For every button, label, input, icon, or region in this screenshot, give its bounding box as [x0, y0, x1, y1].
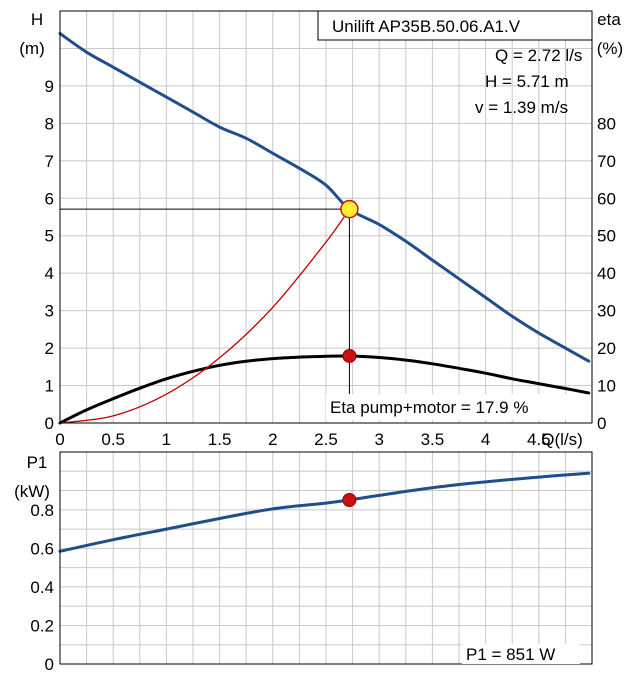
- bottom-grid: [60, 452, 592, 664]
- y2-tick-label: 60: [597, 189, 616, 208]
- x-tick-label: 0.5: [101, 430, 125, 449]
- power-curve: [58, 471, 591, 553]
- bottom-curves: [58, 471, 591, 553]
- duty-point-marker: [340, 199, 359, 219]
- y2-tick-label: 40: [597, 264, 616, 283]
- x-tick-label: 4.5: [527, 430, 551, 449]
- p1-tick-label: 0.6: [30, 539, 54, 558]
- h-readout: H = 5.71 m: [485, 72, 569, 91]
- p1-tick-label: 0.8: [30, 501, 54, 520]
- y2-tick-label: 70: [597, 152, 616, 171]
- x-tick-label: 1: [162, 430, 171, 449]
- y-tick-label: 3: [45, 302, 54, 321]
- x-tick-label: 0: [55, 430, 64, 449]
- chart-title: Unilift AP35B.50.06.A1.V: [332, 17, 521, 36]
- p1-tick-label: 0.2: [30, 616, 54, 635]
- y-tick-label: 5: [45, 227, 54, 246]
- x-tick-label: 4: [481, 430, 490, 449]
- y2-tick-label: 20: [597, 339, 616, 358]
- p1-readout-bg: [462, 644, 580, 664]
- x-tick-label: 1.5: [208, 430, 232, 449]
- p1-axis-label: P1: [27, 453, 48, 472]
- y2-tick-label: 0: [597, 414, 606, 433]
- p1-tick-label: 0.4: [30, 578, 54, 597]
- p1-readout: P1 = 851 W: [466, 645, 555, 664]
- x-tick-label: 3.5: [421, 430, 445, 449]
- y2-axis-unit: (%): [597, 39, 623, 58]
- p1-tick-label: 0: [45, 655, 54, 673]
- bottom-tick-labels: 0 0.2 0.4 0.6 0.8: [30, 501, 54, 673]
- x-tick-label: 3: [374, 430, 383, 449]
- y2-tick-label: 30: [597, 302, 616, 321]
- y-tick-label: 6: [45, 189, 54, 208]
- y-axis-label: H: [31, 10, 43, 29]
- top-tick-labels: 0 0.5 1 1.5 2 2.5 3 3.5 4 4.5 0 1 2 3 4 5 6 7 8 9 0 10 20 30 40 5…: [45, 77, 616, 449]
- x-tick-label: 2: [268, 430, 277, 449]
- system-curve: [59, 208, 351, 424]
- x-axis-label: Q(l/s): [541, 430, 583, 449]
- bottom-plot-frame: [59, 451, 593, 665]
- y-tick-label: 2: [45, 339, 54, 358]
- y-tick-label: 8: [45, 114, 54, 133]
- power-duty-point: [342, 492, 357, 507]
- top-curves: [58, 32, 591, 425]
- head-curve: [58, 32, 591, 363]
- y-tick-label: 1: [45, 377, 54, 396]
- efficiency-duty-point: [342, 348, 357, 363]
- y2-axis-label: eta: [597, 10, 621, 29]
- y2-tick-label: 80: [597, 114, 616, 133]
- x-tick-label: 2.5: [314, 430, 338, 449]
- eta-readout-bg: [326, 394, 578, 420]
- y2-tick-label: 10: [597, 377, 616, 396]
- y-tick-label: 7: [45, 152, 54, 171]
- y-tick-label: 9: [45, 77, 54, 96]
- efficiency-curve: [58, 354, 591, 425]
- y2-tick-label: 50: [597, 227, 616, 246]
- y-tick-label: 4: [45, 264, 54, 283]
- v-readout: v = 1.39 m/s: [475, 98, 568, 117]
- eta-readout: Eta pump+motor = 17.9 %: [330, 398, 528, 417]
- y-tick-label: 0: [45, 414, 54, 433]
- q-readout: Q = 2.72 l/s: [495, 46, 582, 65]
- title-box: [317, 10, 593, 41]
- y-axis-unit: (m): [19, 39, 44, 58]
- p1-axis-unit: (kW): [14, 482, 50, 501]
